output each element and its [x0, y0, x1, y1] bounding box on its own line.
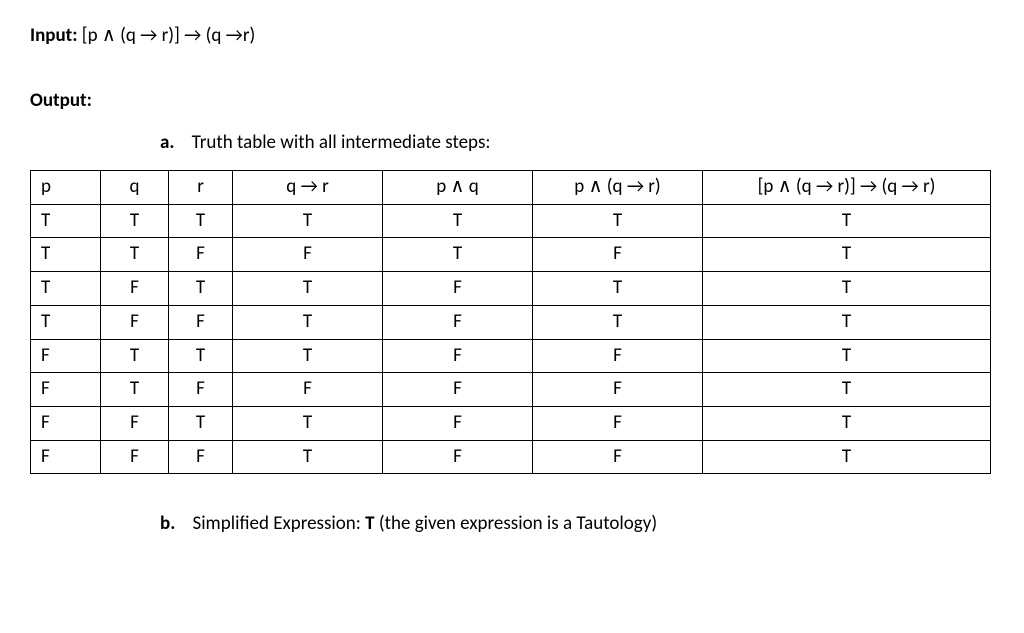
table-cell: F: [101, 440, 169, 474]
table-cell: F: [233, 238, 383, 272]
table-cell: F: [169, 305, 233, 339]
table-cell: T: [31, 272, 101, 306]
table-cell: F: [233, 373, 383, 407]
col-header: r: [169, 171, 233, 205]
section-b-prefix: Simplified Expression:: [192, 512, 365, 535]
table-cell: F: [169, 440, 233, 474]
table-cell: F: [533, 373, 703, 407]
section-b-line: b. Simplified Expression: T (the given e…: [160, 512, 994, 537]
table-cell: T: [383, 238, 533, 272]
table-row: TFFTFTT: [31, 305, 991, 339]
table-cell: F: [31, 440, 101, 474]
table-cell: F: [383, 305, 533, 339]
output-label: Output:: [30, 89, 994, 114]
table-row: TTTTTTT: [31, 204, 991, 238]
table-cell: F: [383, 373, 533, 407]
table-cell: T: [169, 339, 233, 373]
section-a-text: Truth table with all intermediate steps:: [192, 131, 491, 154]
table-cell: T: [169, 272, 233, 306]
table-cell: F: [383, 272, 533, 306]
table-cell: T: [233, 406, 383, 440]
table-cell: F: [101, 305, 169, 339]
table-cell: T: [233, 272, 383, 306]
table-cell: F: [533, 339, 703, 373]
table-cell: T: [703, 204, 991, 238]
table-cell: T: [233, 440, 383, 474]
col-header: [p ∧ (q → r)] → (q → r): [703, 171, 991, 205]
col-header: p ∧ q: [383, 171, 533, 205]
table-cell: F: [383, 406, 533, 440]
col-header: p: [31, 171, 101, 205]
table-cell: T: [31, 204, 101, 238]
table-cell: T: [169, 204, 233, 238]
table-header-row: p q r q → r p ∧ q p ∧ (q → r) [p ∧ (q → …: [31, 171, 991, 205]
table-cell: T: [703, 440, 991, 474]
table-cell: T: [703, 373, 991, 407]
table-cell: T: [703, 272, 991, 306]
input-expression: [p ∧ (q → r)] → (q →r): [82, 24, 255, 47]
table-row: TFTTFTT: [31, 272, 991, 306]
table-row: FFFTFFT: [31, 440, 991, 474]
table-cell: T: [101, 339, 169, 373]
table-cell: T: [31, 238, 101, 272]
table-cell: T: [233, 305, 383, 339]
table-cell: T: [31, 305, 101, 339]
section-b-suffix: (the given expression is a Tautology): [375, 512, 658, 535]
table-row: TTFFTFT: [31, 238, 991, 272]
table-cell: F: [533, 406, 703, 440]
section-b-marker: b.: [160, 512, 175, 535]
input-label: Input:: [30, 24, 77, 47]
col-header: q: [101, 171, 169, 205]
table-cell: T: [101, 373, 169, 407]
table-cell: T: [383, 204, 533, 238]
table-cell: F: [169, 238, 233, 272]
truth-table: p q r q → r p ∧ q p ∧ (q → r) [p ∧ (q → …: [30, 170, 991, 474]
table-cell: F: [101, 406, 169, 440]
section-a-marker: a.: [160, 131, 174, 154]
table-cell: F: [31, 406, 101, 440]
table-cell: F: [31, 339, 101, 373]
table-cell: F: [533, 440, 703, 474]
table-cell: T: [703, 406, 991, 440]
table-row: FTTTFFT: [31, 339, 991, 373]
section-b-value: T: [365, 512, 374, 535]
table-row: FTFFFFT: [31, 373, 991, 407]
table-cell: T: [533, 305, 703, 339]
table-cell: F: [383, 339, 533, 373]
table-cell: F: [383, 440, 533, 474]
table-cell: T: [169, 406, 233, 440]
table-cell: T: [233, 339, 383, 373]
table-cell: T: [533, 204, 703, 238]
table-cell: T: [233, 204, 383, 238]
table-cell: T: [703, 339, 991, 373]
table-cell: F: [31, 373, 101, 407]
table-cell: F: [533, 238, 703, 272]
table-cell: F: [169, 373, 233, 407]
table-cell: T: [703, 305, 991, 339]
table-cell: T: [703, 238, 991, 272]
col-header: q → r: [233, 171, 383, 205]
col-header: p ∧ (q → r): [533, 171, 703, 205]
input-line: Input: [p ∧ (q → r)] → (q →r): [30, 24, 994, 49]
section-a-heading: a. Truth table with all intermediate ste…: [160, 131, 994, 156]
table-cell: T: [101, 238, 169, 272]
table-cell: F: [101, 272, 169, 306]
table-cell: T: [533, 272, 703, 306]
table-row: FFTTFFT: [31, 406, 991, 440]
table-cell: T: [101, 204, 169, 238]
